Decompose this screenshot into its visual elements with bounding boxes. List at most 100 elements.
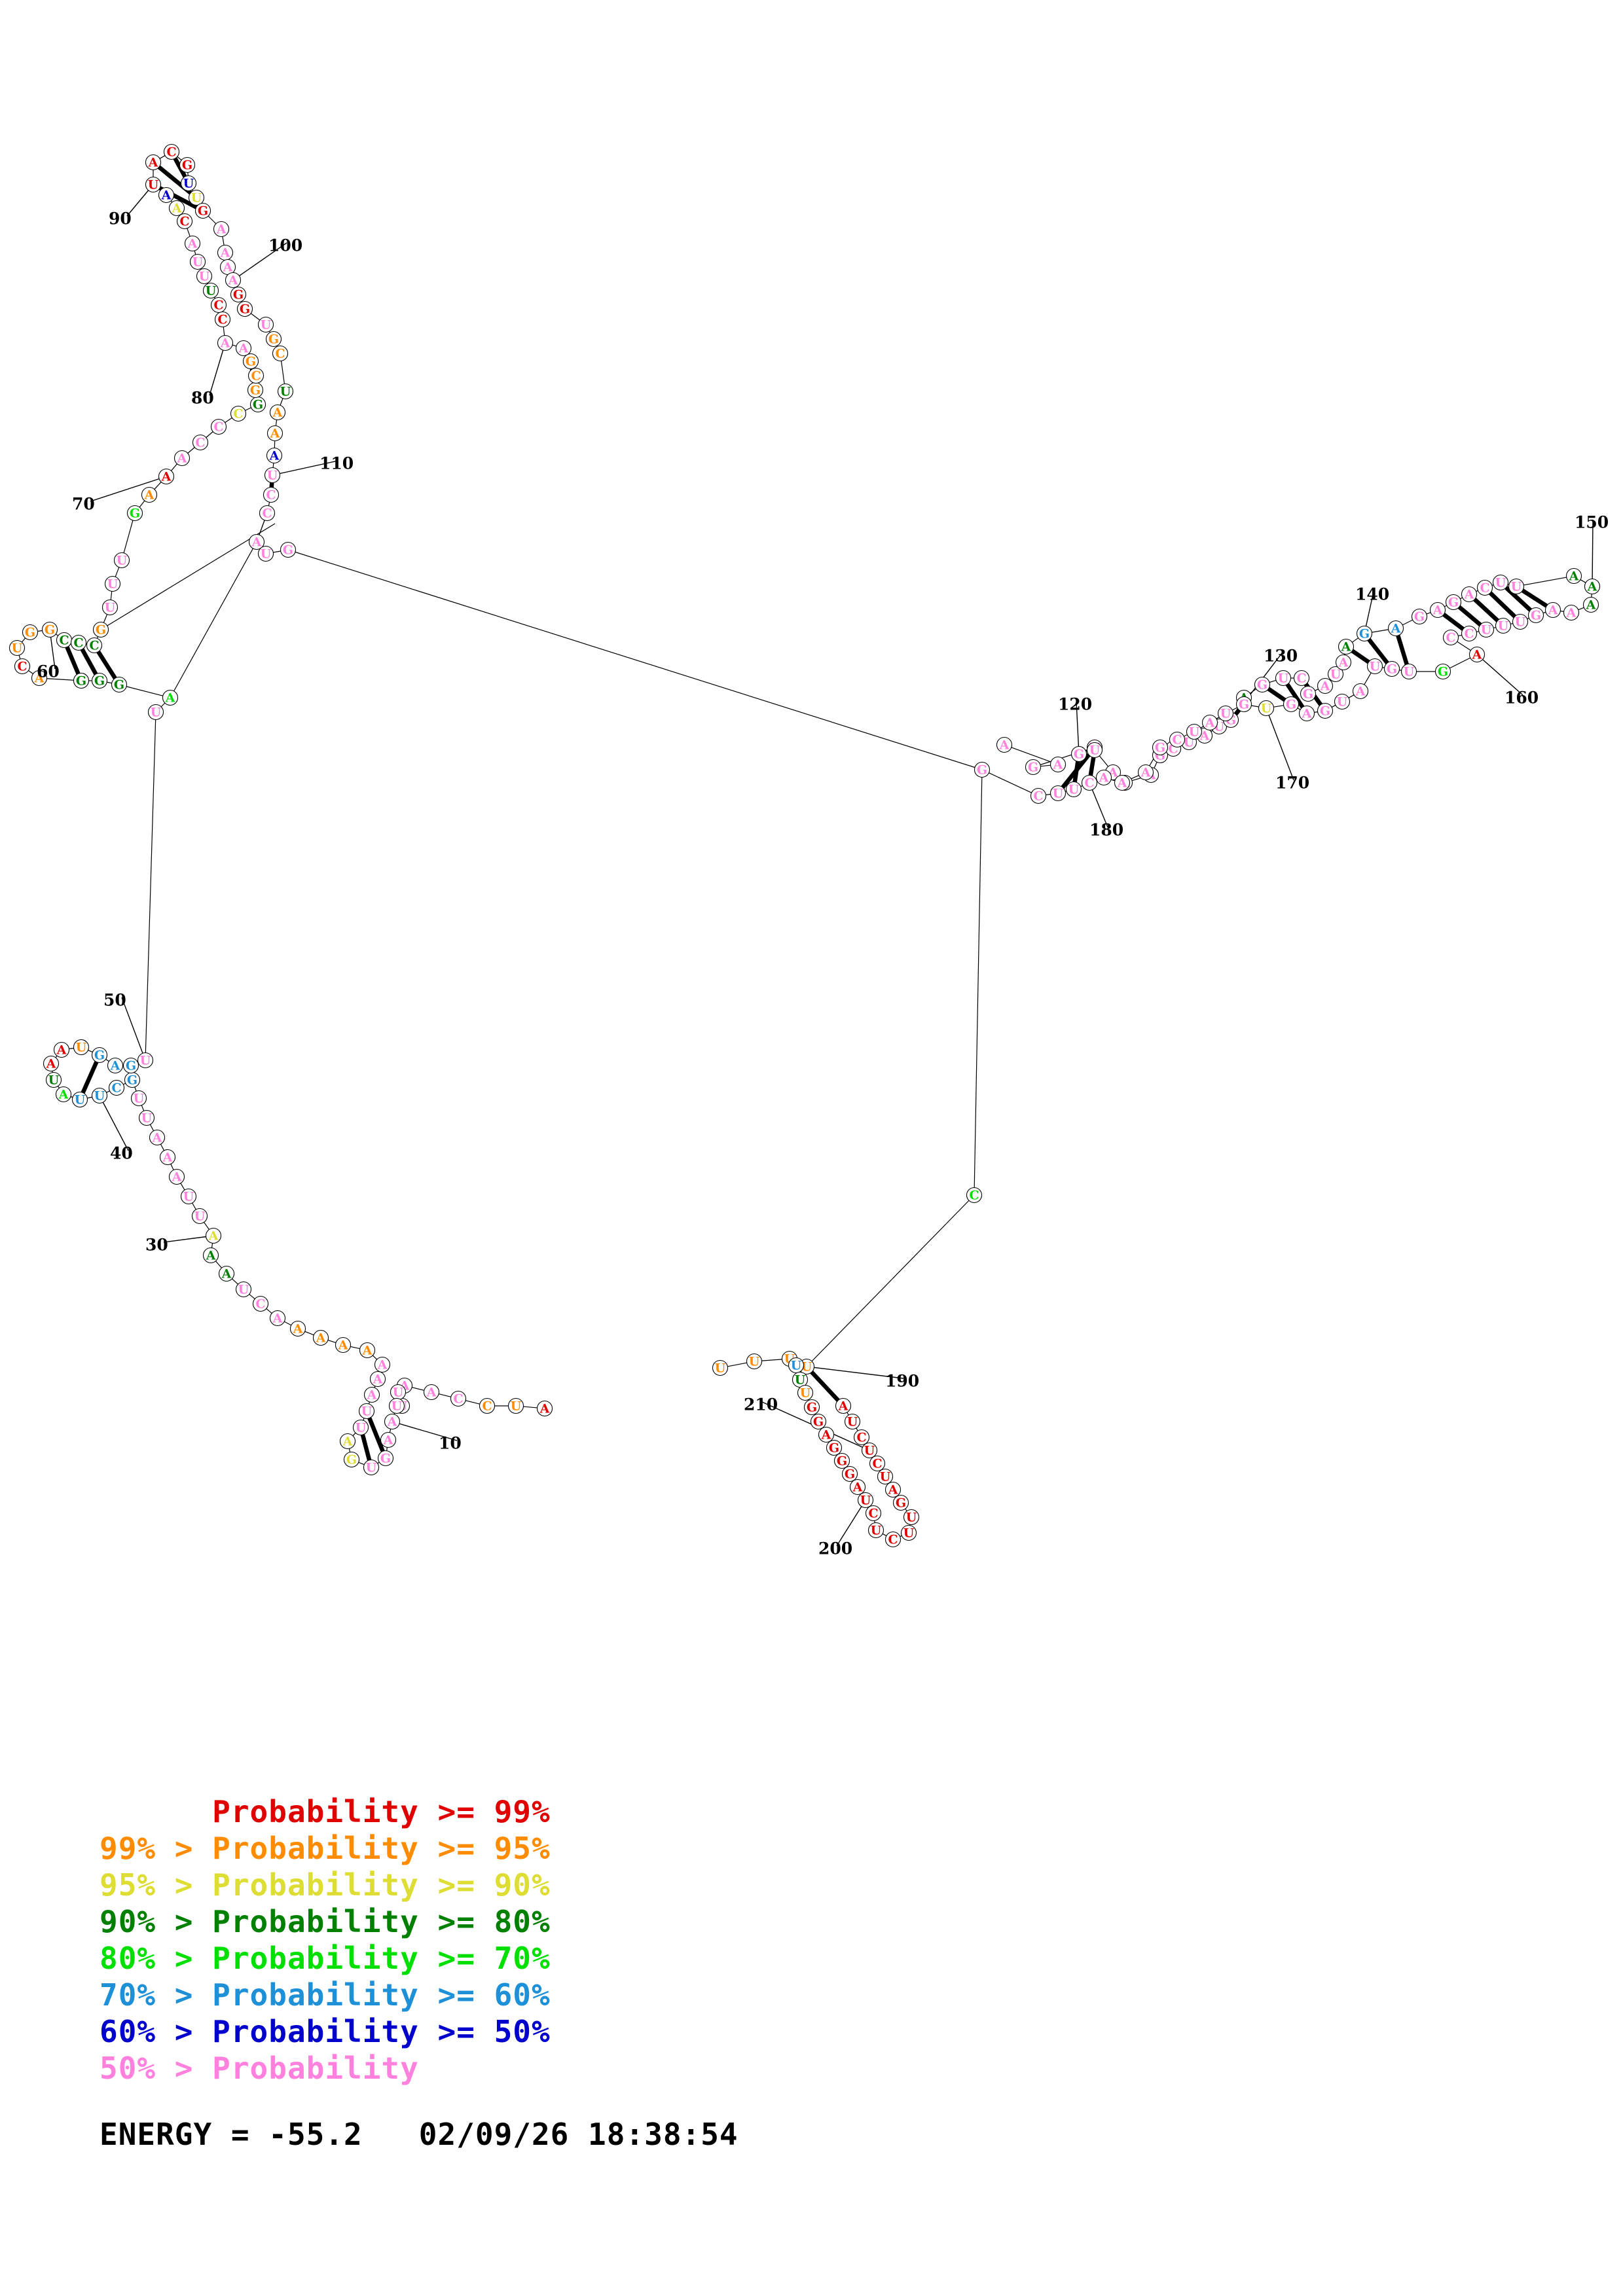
position-label-80: 80 — [191, 389, 214, 408]
nucleotide-170: U — [1261, 702, 1272, 716]
nucleotide-155: U — [1515, 615, 1526, 630]
nucleotide-161: G — [1438, 665, 1448, 679]
nucleotide-62: C — [73, 636, 83, 651]
position-label-110: 110 — [319, 454, 354, 473]
nucleotide-80: A — [220, 336, 230, 351]
nucleotide-190: U — [791, 1359, 802, 1373]
nucleotide-113: A — [251, 535, 262, 550]
nucleotide-95: U — [191, 191, 202, 206]
nucleotide-143: A — [1432, 603, 1443, 618]
position-label-120: 120 — [1058, 695, 1092, 714]
nucleotide-110: U — [267, 469, 278, 483]
nucleotide-203: C — [888, 1533, 898, 1547]
nucleotide-210: U — [864, 1444, 875, 1458]
nucleotide-180: C — [1084, 776, 1094, 791]
nucleotide-18: A — [367, 1388, 377, 1403]
nucleotide-96: G — [198, 204, 208, 219]
nucleotide-10: A — [387, 1415, 397, 1429]
nucleotide-58: U — [12, 641, 23, 656]
position-label-170: 170 — [1275, 774, 1309, 793]
nucleotide-13: U — [366, 1461, 377, 1475]
nucleotide-72: C — [195, 436, 205, 450]
nucleotide-115: G — [283, 543, 293, 558]
position-number-labels: 10 30 40 50 60 70 80 90 100 110 120 130 140 150 160 170… — [37, 209, 1609, 1558]
nucleotide-114: U — [261, 547, 272, 562]
position-label-150: 150 — [1575, 513, 1609, 532]
nucleotide-77: C — [251, 369, 261, 384]
nucleotide-158: C — [1464, 627, 1474, 641]
nucleotide-78: G — [246, 355, 256, 369]
nucleotide-69: A — [144, 488, 155, 503]
nucleotide-106: U — [280, 385, 291, 399]
nucleotide-30: A — [208, 1229, 219, 1244]
nucleotide-1: A — [539, 1402, 550, 1416]
nucleotide-54: G — [94, 674, 105, 689]
legend-row-50: 60% > Probability >= 50% — [100, 2014, 551, 2049]
nucleotide-84: U — [199, 270, 210, 284]
nucleotide-104: G — [268, 332, 279, 347]
nucleotide-148: U — [1511, 580, 1522, 594]
nucleotide-9: U — [392, 1399, 403, 1414]
nucleotide-93: G — [182, 158, 192, 173]
nucleotide-178: A — [1117, 776, 1127, 791]
nucleotide-107: A — [272, 406, 283, 420]
nucleotide-50: U — [140, 1054, 151, 1068]
nucleotide-39: C — [111, 1081, 121, 1096]
nucleotide-46: U — [76, 1041, 87, 1055]
nucleotide-21: A — [362, 1344, 373, 1358]
nucleotide-17: U — [361, 1405, 373, 1419]
nucleotide-14: G — [346, 1453, 357, 1467]
nucleotide-61: C — [59, 634, 69, 648]
nucleotide-193: G — [807, 1401, 817, 1415]
nucleotide-200: U — [860, 1494, 871, 1508]
nucleotide-25: A — [272, 1312, 283, 1326]
nucleotide-167: G — [1320, 704, 1330, 719]
nucleotide-118: G — [1028, 761, 1038, 775]
nucleotide-162: U — [1404, 665, 1415, 679]
nucleotide-136: A — [1320, 679, 1330, 694]
nucleotide-41: U — [75, 1093, 86, 1107]
nucleotide-63: C — [89, 639, 99, 653]
nucleotide-49: G — [126, 1059, 136, 1073]
nucleotide-87: C — [179, 215, 189, 229]
nucleotide-43: U — [48, 1073, 60, 1088]
nucleotide-192: U — [800, 1386, 811, 1401]
position-label-180: 180 — [1089, 821, 1123, 840]
nucleotide-145: A — [1464, 588, 1474, 602]
nucleotide-166: U — [1337, 695, 1348, 709]
nucleotide-55: G — [76, 674, 86, 689]
nucleotide-197: G — [837, 1454, 847, 1469]
nucleotide-105: C — [275, 347, 285, 361]
nucleotide-116: A — [999, 738, 1010, 753]
nucleotide-184: G — [977, 763, 987, 778]
position-label-60: 60 — [37, 662, 60, 681]
nucleotide-204: U — [903, 1526, 915, 1541]
nucleotide-36: U — [141, 1111, 153, 1126]
nucleotide-90: U — [148, 178, 159, 192]
nucleotide-205: U — [906, 1511, 917, 1525]
nucleotide-32: U — [183, 1190, 194, 1204]
nucleotide-147: U — [1495, 576, 1506, 590]
legend-row-70: 80% > Probability >= 70% — [100, 1941, 551, 1976]
nucleotide-29: A — [206, 1249, 216, 1263]
nucleotide-179: A — [1099, 771, 1109, 785]
nucleotide-8: U — [393, 1386, 404, 1400]
nucleotide-28: A — [221, 1267, 232, 1282]
nucleotide-159: C — [1446, 631, 1455, 645]
nucleotide-183: C — [1033, 789, 1043, 804]
nucleotide-4: C — [453, 1392, 463, 1407]
nucleotide-48: A — [110, 1059, 120, 1073]
nucleotide-64: G — [96, 623, 106, 637]
position-label-100: 100 — [268, 236, 302, 255]
nucleotide-97: A — [216, 223, 227, 237]
nucleotide-108: A — [270, 427, 280, 441]
nucleotide-75: G — [253, 398, 263, 412]
nucleotide-194: G — [813, 1415, 824, 1429]
nucleotide-160: A — [1472, 648, 1482, 662]
position-label-140: 140 — [1355, 585, 1389, 604]
nucleotide-76: G — [250, 384, 261, 398]
position-label-70: 70 — [72, 495, 95, 514]
legend-row-90: 95% > Probability >= 90% — [100, 1867, 551, 1903]
probability-legend: Probability >= 99% 99% > Probability >= … — [0, 1793, 1623, 2152]
nucleotide-27: U — [238, 1283, 249, 1297]
